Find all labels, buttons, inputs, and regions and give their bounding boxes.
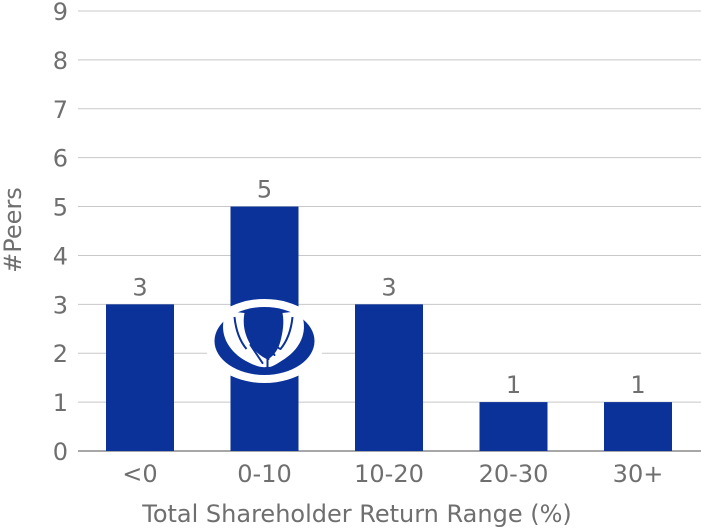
x-tick-label: 0-10 [237, 460, 291, 488]
y-tick-label: 7 [53, 96, 68, 124]
y-tick-label: 6 [53, 145, 68, 173]
y-tick-label: 0 [53, 438, 68, 466]
y-tick-label: 3 [53, 291, 68, 319]
bars [106, 206, 672, 451]
data-label: 3 [381, 273, 396, 301]
y-tick-label: 9 [53, 0, 68, 26]
data-label: 1 [630, 371, 645, 399]
bar [355, 304, 423, 451]
x-tick-label: 30+ [613, 460, 664, 488]
bar [604, 402, 672, 451]
y-tick-label: 4 [53, 242, 68, 270]
y-axis-title: #Peers [0, 187, 27, 273]
bar [479, 402, 548, 451]
y-tick-label: 8 [53, 47, 68, 75]
x-tick-label: <0 [122, 460, 157, 488]
x-tick-label: 20-30 [479, 460, 549, 488]
y-tick-label: 5 [53, 194, 68, 222]
y-axis-ticks: 0 1 2 3 4 5 6 7 8 9 [53, 0, 68, 466]
gridlines [78, 10, 701, 452]
x-axis-ticks: <0 0-10 10-20 20-30 30+ [122, 460, 663, 488]
x-axis-title: Total Shareholder Return Range (%) [141, 500, 572, 528]
data-labels: 3 5 3 1 1 [132, 176, 645, 400]
y-tick-label: 1 [53, 389, 68, 417]
y-tick-label: 2 [53, 340, 68, 368]
x-tick-label: 10-20 [354, 460, 424, 488]
bar [106, 304, 174, 451]
data-label: 1 [506, 371, 521, 399]
data-label: 3 [132, 273, 147, 301]
logo-layer [204, 299, 325, 383]
data-label: 5 [257, 176, 272, 204]
allstate-hands-logo-icon [204, 299, 325, 383]
